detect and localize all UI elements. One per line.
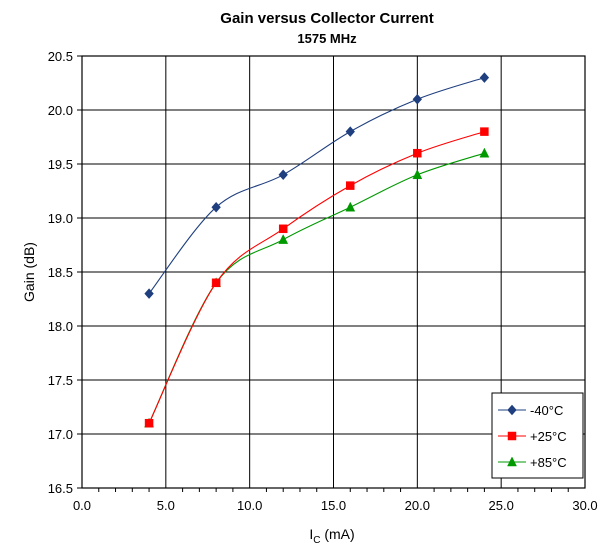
- x-axis-label: IC (mA): [309, 526, 354, 546]
- legend-marker: [507, 404, 517, 416]
- legend-label: -40°C: [530, 403, 563, 418]
- legend-label: +25°C: [530, 429, 567, 444]
- data-point: [479, 147, 490, 158]
- data-point: [412, 93, 423, 105]
- x-tick-label: 25.0: [489, 498, 514, 513]
- series-layer: [144, 72, 490, 428]
- series-line: [148, 77, 485, 294]
- data-point: [211, 278, 221, 288]
- data-point: [278, 234, 289, 244]
- x-axis-label-main: I: [309, 526, 313, 542]
- data-point: [412, 169, 423, 180]
- data-point: [413, 148, 422, 158]
- axis-ticks: 0.0 5.0 10.0 15.0 20.0 25.0 30.0 16.5 17.0 17.5 18…: [48, 49, 598, 513]
- series-2: [144, 147, 490, 428]
- x-tick-label: 0.0: [73, 498, 91, 513]
- x-tick-label: 5.0: [157, 498, 175, 513]
- x-axis-label-subscript: C: [313, 535, 320, 546]
- x-axis-label-unit: (mA): [320, 526, 354, 542]
- legend-marker: [507, 431, 517, 441]
- y-tick-label: 19.5: [48, 157, 73, 172]
- legend-marker: [507, 456, 517, 467]
- x-tick-label: 20.0: [405, 498, 430, 513]
- y-tick-label: 19.0: [48, 211, 73, 226]
- data-point: [345, 126, 355, 137]
- y-tick-label: 17.0: [48, 427, 73, 442]
- data-point: [480, 127, 489, 136]
- legend: -40°C +25°C +85°C: [491, 392, 584, 479]
- series-line: [148, 152, 485, 424]
- data-point: [278, 224, 288, 234]
- series-line: [148, 131, 485, 424]
- chart-subtitle: 1575 MHz: [297, 31, 357, 46]
- x-tick-label: 10.0: [237, 498, 262, 513]
- data-point: [144, 418, 154, 428]
- series-1: [144, 127, 489, 428]
- y-tick-label: 18.0: [48, 319, 73, 334]
- y-axis-label: Gain (dB): [21, 242, 37, 302]
- x-tick-label: 15.0: [321, 498, 346, 513]
- y-tick-label: 20.0: [48, 103, 73, 118]
- data-point: [144, 288, 154, 299]
- data-point: [278, 169, 288, 181]
- y-tick-label: 16.5: [48, 481, 73, 496]
- series-0: [144, 72, 490, 299]
- chart-title: Gain versus Collector Current: [220, 10, 433, 27]
- y-tick-label: 18.5: [48, 265, 73, 280]
- y-tick-label: 20.5: [48, 49, 73, 64]
- grid: [82, 56, 585, 488]
- data-point: [211, 201, 221, 213]
- data-point: [479, 72, 490, 83]
- legend-label: +85°C: [530, 455, 567, 470]
- data-point: [345, 201, 356, 212]
- x-tick-label: 30.0: [572, 498, 597, 513]
- data-point: [346, 181, 355, 190]
- y-tick-label: 17.5: [48, 373, 73, 388]
